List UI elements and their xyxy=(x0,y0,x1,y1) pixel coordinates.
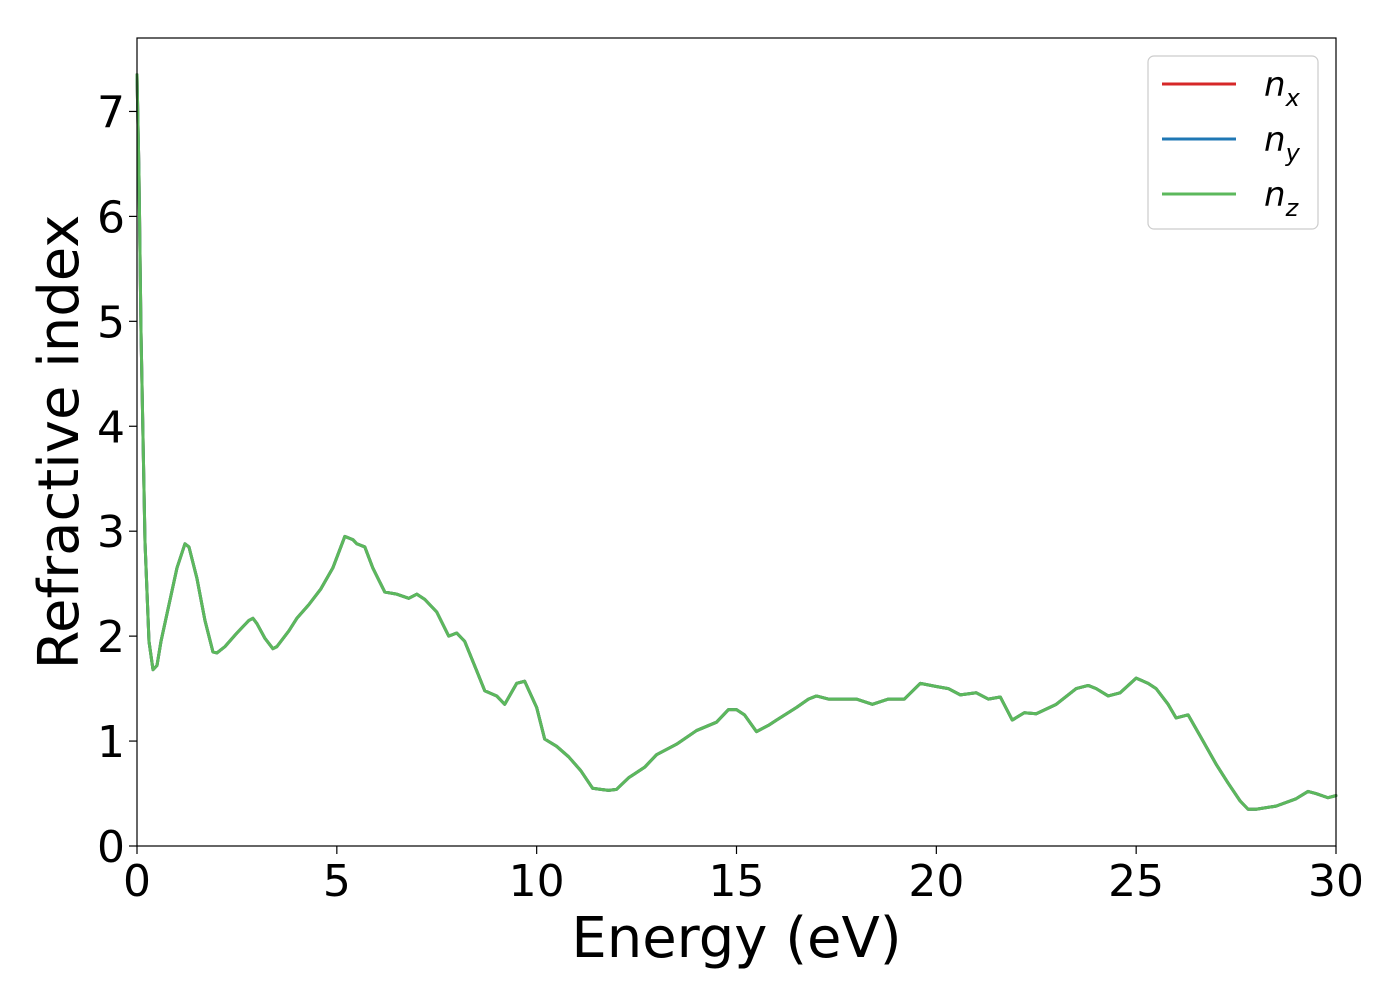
y-tick-label: 4 xyxy=(97,402,125,453)
x-axis-ticks: 0 5 10 15 20 25 30 xyxy=(123,846,1364,907)
y-axis-label: Refractive index xyxy=(27,215,92,670)
y-tick-label: 3 xyxy=(97,507,125,558)
legend-label-n-z: nz xyxy=(1264,175,1300,222)
x-axis-label: Energy (eV) xyxy=(571,906,901,971)
x-tick-label: 0 xyxy=(123,856,151,907)
x-tick-label: 15 xyxy=(709,856,765,907)
x-tick-label: 30 xyxy=(1308,856,1364,907)
series-layer xyxy=(135,73,1338,811)
legend: nx ny nz xyxy=(1147,55,1319,230)
y-tick-label: 0 xyxy=(97,822,125,873)
legend-label-n-y: ny xyxy=(1264,120,1301,167)
series-line-n-z xyxy=(135,73,1338,811)
x-tick-label: 10 xyxy=(509,856,565,907)
x-tick-label: 5 xyxy=(323,856,351,907)
legend-box xyxy=(1147,55,1319,230)
legend-label-n-x: nx xyxy=(1264,65,1301,112)
y-tick-label: 1 xyxy=(97,717,125,768)
x-tick-label: 25 xyxy=(1108,856,1164,907)
y-tick-label: 5 xyxy=(97,297,125,348)
x-tick-label: 20 xyxy=(908,856,964,907)
y-axis-ticks: 0 1 2 3 4 5 6 7 xyxy=(97,87,137,873)
y-tick-label: 7 xyxy=(97,87,125,138)
y-tick-label: 2 xyxy=(97,612,125,663)
y-tick-label: 6 xyxy=(97,192,125,243)
